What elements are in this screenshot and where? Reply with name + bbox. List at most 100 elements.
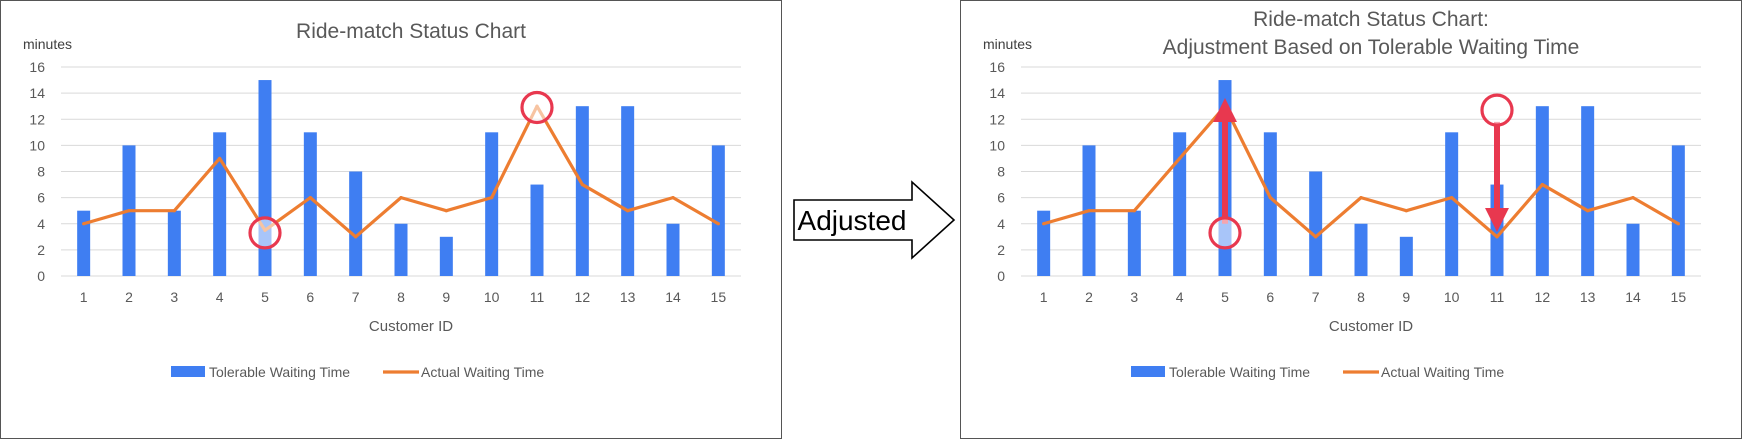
bar-tolerable-11 [530,184,544,276]
y-tick-label: 14 [29,85,45,101]
point-actual-7 [1314,235,1318,239]
bar-tolerable-7 [1309,171,1323,276]
point-actual-13 [626,209,630,213]
x-tick-label: 11 [530,289,545,305]
x-tick-label: 1 [1040,289,1048,305]
y-tick-label: 4 [37,216,45,232]
x-tick-label: 9 [442,289,450,305]
point-actual-4 [218,156,222,161]
x-tick-label: 7 [1312,289,1320,305]
y-tick-label: 12 [29,111,45,127]
y-tick-label: 16 [989,59,1005,75]
bar-tolerable-4 [1173,132,1187,276]
legend-label-tolerable: Tolerable Waiting Time [1169,364,1310,380]
legend-label-actual: Actual Waiting Time [421,364,544,380]
bar-tolerable-12 [575,106,589,276]
legend-swatch-bar [1131,366,1165,377]
x-tick-label: 12 [575,289,591,305]
point-actual-7 [354,235,358,239]
x-tick-label: 9 [1402,289,1410,305]
point-actual-5 [1223,104,1227,108]
x-tick-label: 15 [711,289,727,305]
y-tick-label: 2 [997,242,1005,258]
point-actual-14 [1631,196,1635,200]
x-tick-label: 1 [80,289,88,305]
legend-swatch-bar [171,366,205,377]
bar-tolerable-1 [77,210,91,276]
point-actual-9 [1404,209,1408,213]
point-actual-4 [1178,156,1182,161]
bar-tolerable-8 [394,223,408,276]
bar-tolerable-6 [303,132,317,276]
point-actual-3 [172,209,176,213]
point-actual-8 [399,196,403,200]
bar-tolerable-15 [711,145,725,276]
y-tick-label: 8 [37,164,45,180]
point-actual-13 [1586,209,1590,213]
x-tick-label: 14 [665,289,681,305]
y-tick-label: 14 [989,85,1005,101]
x-tick-label: 5 [261,289,269,305]
point-actual-2 [127,209,131,213]
y-tick-label: 10 [989,137,1005,153]
highlight-circle-5 [248,216,282,250]
highlight-circle-5 [1208,216,1242,250]
bar-tolerable-12 [1535,106,1549,276]
x-tick-label: 3 [1130,289,1138,305]
x-tick-label: 6 [1266,289,1274,305]
x-tick-label: 12 [1535,289,1551,305]
point-actual-1 [1042,222,1046,226]
point-actual-12 [580,182,584,187]
point-actual-9 [444,209,448,213]
highlight-circle-11 [1480,93,1514,127]
legend-label-tolerable: Tolerable Waiting Time [209,364,350,380]
bar-tolerable-1 [1037,210,1051,276]
highlight-circle-11 [520,90,554,125]
point-actual-2 [1087,209,1091,213]
x-tick-label: 4 [1176,289,1184,305]
point-actual-3 [1132,209,1136,213]
point-actual-12 [1540,182,1544,187]
x-tick-label: 2 [125,289,133,305]
y-tick-label: 2 [37,242,45,258]
adjusted-label: Adjusted [798,205,907,236]
bar-tolerable-9 [439,236,453,276]
point-actual-10 [490,196,494,200]
y-axis-label: minutes [983,36,1032,52]
bar-tolerable-14 [1626,223,1640,276]
bar-tolerable-10 [485,132,499,276]
x-tick-label: 8 [1357,289,1365,305]
bar-tolerable-6 [1263,132,1277,276]
y-tick-label: 6 [997,190,1005,206]
x-tick-label: 7 [352,289,360,305]
bar-tolerable-15 [1671,145,1685,276]
x-tick-label: 5 [1221,289,1229,305]
y-axis-label: minutes [23,36,72,52]
y-tick-label: 8 [997,164,1005,180]
y-tick-label: 4 [997,216,1005,232]
y-tick-label: 12 [989,111,1005,127]
point-actual-15 [1676,222,1680,226]
x-tick-label: 13 [620,289,636,305]
bar-tolerable-14 [666,223,680,276]
x-tick-label: 11 [1490,289,1505,305]
x-tick-label: 14 [1625,289,1641,305]
chart-panel-left: Ride-match Status Chart minutes 0 2 4 6 8 10 12 1… [0,0,782,439]
bar-tolerable-8 [1354,223,1368,276]
point-actual-11 [1495,235,1499,239]
ride-match-adjusted-chart: Ride-match Status Chart: Adjustment Based… [983,8,1701,380]
x-tick-label: 3 [170,289,178,305]
point-actual-6 [1268,196,1272,200]
x-tick-label: 10 [484,289,500,305]
bar-tolerable-3 [167,210,181,276]
bar-tolerable-13 [621,106,635,276]
chart-title: Ride-match Status Chart [296,20,526,43]
x-axis-label: Customer ID [1329,318,1413,335]
x-tick-label: 13 [1580,289,1596,305]
bar-tolerable-9 [1399,236,1413,276]
point-actual-10 [1450,196,1454,200]
x-axis-label: Customer ID [369,318,453,335]
ride-match-status-chart: Ride-match Status Chartminutes0246810121… [23,20,741,380]
y-tick-label: 0 [997,268,1005,284]
bar-tolerable-7 [349,171,363,276]
